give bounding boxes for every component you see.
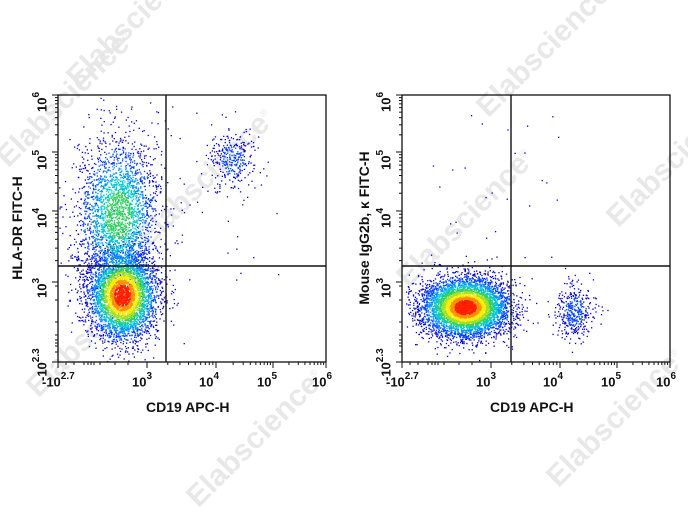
x-tick-label: 103 [132, 373, 152, 389]
plot-frame [58, 95, 326, 362]
scatter-plot-area [0, 0, 344, 490]
x-tick-label: 106 [656, 373, 676, 389]
data-points [59, 98, 279, 363]
y-tick-label: 104 [33, 208, 49, 228]
x-tick-label: 106 [312, 373, 332, 389]
y-tick-label: 104 [377, 208, 393, 228]
y-axis-title: HLA-DR FITC-H [9, 173, 25, 283]
y-tick-label: 103 [33, 278, 49, 298]
x-axis-title: CD19 APC-H [490, 399, 574, 415]
data-points [406, 115, 609, 361]
x-tick-label: 104 [543, 373, 563, 389]
x-axis-title: CD19 APC-H [146, 399, 230, 415]
x-tick-label: 104 [199, 373, 219, 389]
y-tick-label: 105 [377, 150, 393, 170]
x-tick-label: 105 [257, 373, 277, 389]
scatter-plot-area [344, 0, 688, 490]
y-axis-title: Mouse IgG2b, κ FITC-H [356, 148, 372, 308]
y-tick-label: -102.3 [33, 348, 49, 381]
y-tick-label: 106 [377, 92, 393, 112]
y-tick-label: 106 [33, 92, 49, 112]
x-tick-label: 105 [601, 373, 621, 389]
y-tick-label: -102.3 [377, 348, 393, 381]
x-tick-label: 103 [476, 373, 496, 389]
y-tick-label: 105 [33, 150, 49, 170]
y-tick-label: 103 [377, 278, 393, 298]
